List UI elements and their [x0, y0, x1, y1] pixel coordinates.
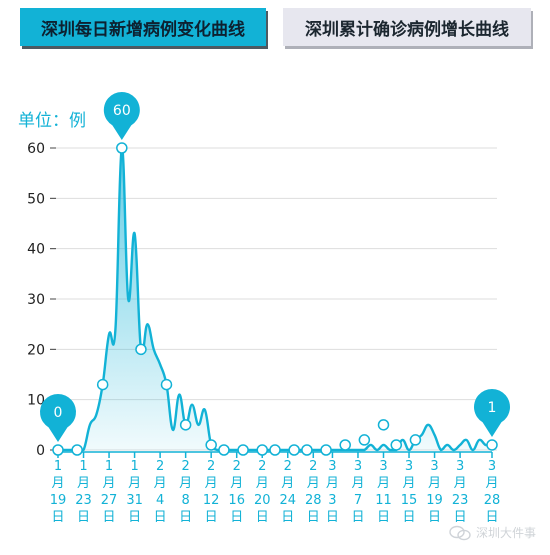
- y-tick-label: 0: [36, 443, 45, 459]
- callout-label: 60: [113, 103, 131, 119]
- data-point: [237, 444, 249, 456]
- data-point: [179, 419, 192, 431]
- x-tick-label: 3 月 23 日: [452, 459, 469, 525]
- data-point: [52, 444, 64, 456]
- x-tick-label: 2 月 20 日: [254, 459, 271, 525]
- y-tick-label: 10: [27, 393, 45, 409]
- data-point: [288, 444, 300, 456]
- x-tick-label: 1 月 27 日: [101, 459, 118, 525]
- value-callout: 0: [40, 394, 76, 442]
- x-tick-label: 1 月 23 日: [75, 459, 92, 525]
- value-callout: 1: [474, 388, 511, 437]
- data-point: [339, 439, 351, 451]
- y-tick-label: 20: [27, 342, 45, 358]
- data-point: [218, 444, 230, 456]
- data-point: [135, 343, 147, 356]
- data-point: [96, 378, 109, 391]
- callout-label: 1: [488, 400, 497, 416]
- y-tick-label: 30: [27, 292, 45, 308]
- watermark-text: 深圳大件事: [475, 526, 536, 540]
- value-callout: 60: [103, 92, 140, 140]
- callout-pin: [474, 388, 511, 437]
- x-tick-label: 3 月 28 日: [484, 459, 501, 525]
- data-point: [301, 444, 313, 456]
- data-point: [116, 142, 128, 154]
- data-point: [205, 439, 217, 451]
- x-tick-label: 3 月 15 日: [401, 459, 418, 525]
- data-point: [71, 444, 83, 456]
- series-area: [58, 147, 492, 450]
- y-tick-label: 40: [27, 242, 45, 258]
- x-tick-label: 3 月 11 日: [375, 459, 392, 525]
- x-tick-label: 2 月 16 日: [228, 459, 245, 525]
- data-point: [409, 434, 422, 446]
- data-point: [358, 434, 371, 446]
- x-tick-label: 1 月 31 日: [126, 459, 143, 525]
- tab-daily-new-cases[interactable]: 深圳每日新增病例变化曲线: [20, 8, 266, 46]
- data-point: [320, 444, 332, 456]
- callout-label: 0: [54, 405, 63, 421]
- x-tick-label: 3 月 19 日: [426, 459, 443, 525]
- x-tick-label: 2 月 28 日: [305, 459, 322, 525]
- y-axis-unit-label: 单位：例: [18, 111, 86, 131]
- data-point: [390, 439, 403, 451]
- x-tick-label: 2 月 12 日: [203, 459, 220, 525]
- y-tick-label: 50: [27, 191, 45, 207]
- data-point: [269, 444, 281, 456]
- watermark: 深圳大件事: [449, 524, 536, 541]
- data-point: [160, 378, 173, 391]
- tab-cumulative-cases[interactable]: 深圳累计确诊病例增长曲线: [283, 8, 531, 46]
- data-point: [486, 439, 498, 451]
- callout-pin: [40, 394, 76, 442]
- callout-pin: [103, 92, 140, 140]
- wechat-icon: [449, 525, 471, 540]
- y-tick-label: 60: [27, 141, 45, 157]
- x-tick-label: 2 月 24 日: [279, 459, 296, 525]
- data-point: [256, 444, 268, 456]
- x-tick-label: 1 月 19 日: [50, 459, 67, 525]
- data-point: [377, 419, 390, 431]
